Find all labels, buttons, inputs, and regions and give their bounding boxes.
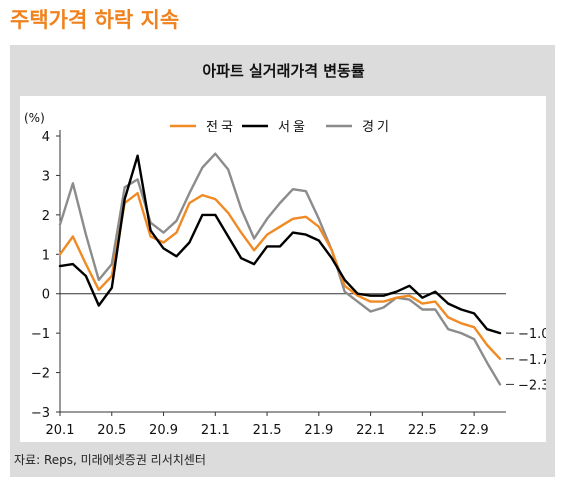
end-value-label: −1.7 xyxy=(518,353,546,368)
line-chart: 4 3 2 1 0 −1 −2 −3 (%) 20.1 20.5 20.9 21.1 21.5 21.9 22… xyxy=(24,111,550,438)
series-line-3 xyxy=(58,152,502,386)
x-tick-label: 21.1 xyxy=(201,423,230,438)
y-tick-label: 3 xyxy=(42,169,50,184)
end-value-label: −1.0 xyxy=(518,327,546,342)
x-tick-label: 21.9 xyxy=(304,423,333,438)
y-tick-label: 2 xyxy=(42,209,50,224)
y-tick-label: −1 xyxy=(31,327,50,342)
y-tick-label: 4 xyxy=(42,130,50,145)
y-tick-label: 0 xyxy=(42,288,50,303)
legend-label: 경기 xyxy=(362,120,392,135)
headline: 주택가격 하락 지속 xyxy=(10,8,180,32)
y-tick-label: −2 xyxy=(31,367,50,382)
plot-area: 4 3 2 1 0 −1 −2 −3 (%) 20.1 20.5 20.9 21.1 21.5 21.9 22… xyxy=(20,96,550,442)
x-tick-label: 22.1 xyxy=(356,423,385,438)
legend-label: 서울 xyxy=(278,120,308,135)
end-value-label: −2.3 xyxy=(518,378,546,393)
x-tick-label: 21.5 xyxy=(253,423,282,438)
x-tick-label: 20.5 xyxy=(97,423,126,438)
series-line-2 xyxy=(58,154,502,335)
legend-label: 전국 xyxy=(206,120,236,135)
x-tick-label: 20.1 xyxy=(46,423,75,438)
y-tick-label: −3 xyxy=(31,406,50,421)
y-tick-label: 1 xyxy=(42,248,50,263)
x-tick-label: 22.5 xyxy=(408,423,437,438)
chart-title: 아파트 실거래가격 변동률 xyxy=(202,62,365,80)
x-tick-label: 20.9 xyxy=(149,423,178,438)
series-line-1 xyxy=(58,191,502,360)
y-unit-label: (%) xyxy=(24,111,45,125)
x-tick-label: 22.9 xyxy=(460,423,489,438)
source-note: 자료: Reps, 미래에셋증권 리서치센터 xyxy=(14,453,206,467)
